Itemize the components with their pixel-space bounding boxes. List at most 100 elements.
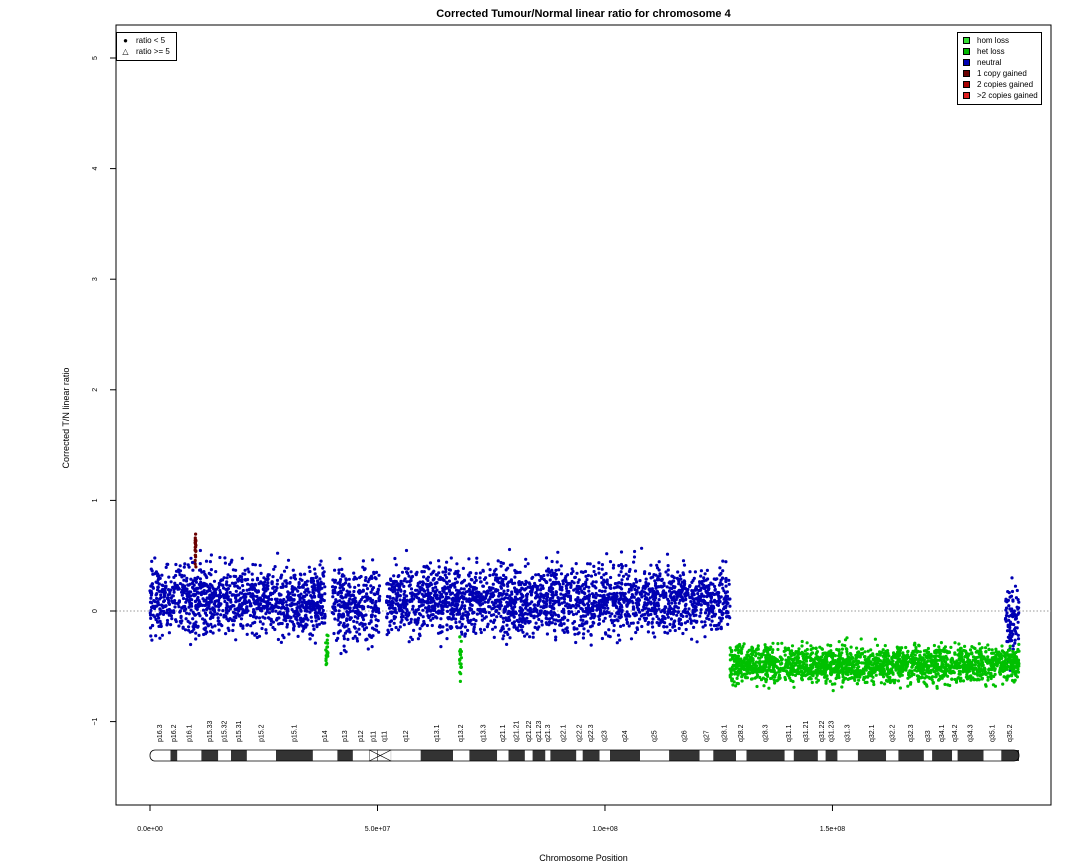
data-point	[445, 576, 449, 580]
data-point	[541, 584, 545, 588]
data-point	[212, 579, 217, 583]
data-point	[481, 598, 485, 602]
data-point	[528, 635, 532, 639]
data-point	[416, 607, 420, 612]
data-point	[218, 591, 223, 595]
data-point	[540, 623, 544, 627]
data-point	[291, 590, 295, 594]
data-point	[325, 645, 329, 649]
data-point	[226, 609, 231, 613]
data-point	[718, 573, 722, 577]
data-point	[342, 574, 346, 578]
data-point	[204, 574, 208, 578]
data-point	[684, 627, 688, 632]
data-point	[410, 637, 414, 642]
data-point	[313, 607, 317, 611]
data-point	[617, 564, 621, 568]
data-point	[855, 682, 860, 686]
data-point	[224, 614, 228, 619]
data-point	[623, 583, 628, 587]
data-point	[677, 579, 681, 584]
data-point	[716, 627, 720, 631]
data-point	[721, 569, 725, 573]
data-point	[557, 568, 561, 572]
data-point	[481, 584, 485, 588]
data-point	[486, 562, 490, 566]
data-point	[232, 574, 236, 578]
data-point	[590, 582, 594, 586]
data-point	[560, 609, 564, 614]
data-point	[493, 598, 498, 603]
data-point	[285, 595, 289, 599]
data-point	[227, 598, 231, 602]
data-point	[184, 617, 188, 621]
data-point	[583, 595, 587, 599]
data-point	[404, 616, 408, 621]
data-point	[431, 616, 435, 621]
data-point	[209, 553, 213, 557]
data-point	[565, 583, 570, 587]
data-point	[398, 625, 402, 629]
data-point	[1017, 600, 1021, 604]
data-point	[601, 606, 606, 610]
data-point	[352, 619, 356, 624]
data-point	[574, 602, 578, 607]
data-point	[516, 570, 520, 575]
data-point	[519, 599, 523, 603]
data-point	[702, 576, 706, 580]
data-point	[459, 662, 463, 666]
data-point	[435, 593, 439, 598]
data-point	[428, 600, 432, 605]
data-point	[618, 638, 622, 642]
data-point	[372, 606, 376, 610]
data-point	[297, 593, 301, 598]
data-point	[211, 631, 215, 635]
data-point	[521, 630, 525, 634]
data-point	[717, 596, 721, 600]
data-point	[194, 637, 198, 641]
data-point	[211, 615, 215, 620]
data-point	[524, 580, 529, 584]
data-point	[703, 623, 707, 627]
data-point	[274, 602, 278, 606]
data-point	[683, 608, 687, 612]
data-point	[565, 626, 569, 630]
data-point	[494, 608, 499, 613]
data-point	[447, 568, 451, 572]
data-point	[261, 622, 265, 626]
data-point	[415, 570, 419, 575]
data-point	[339, 591, 343, 595]
data-point	[769, 645, 773, 649]
data-point	[261, 587, 265, 592]
data-point	[500, 593, 504, 597]
data-point	[210, 625, 214, 629]
data-point	[517, 590, 521, 594]
data-point	[377, 611, 381, 615]
data-point	[530, 600, 534, 604]
data-point	[225, 617, 229, 621]
data-point	[650, 594, 655, 599]
data-point	[310, 619, 314, 623]
data-point	[722, 607, 726, 611]
data-point	[304, 613, 308, 617]
data-point	[369, 590, 373, 594]
data-point	[662, 609, 666, 613]
data-point	[421, 615, 425, 619]
data-point	[609, 583, 613, 587]
data-point	[427, 592, 431, 597]
data-point	[660, 577, 664, 582]
data-point	[509, 598, 514, 603]
data-point	[599, 575, 604, 580]
data-point	[410, 592, 414, 597]
data-point	[321, 573, 325, 577]
data-point	[184, 597, 189, 602]
data-point	[677, 601, 681, 605]
data-point	[551, 599, 555, 603]
data-point	[721, 586, 725, 590]
data-point	[228, 575, 232, 579]
data-point	[376, 592, 380, 596]
data-point	[444, 592, 448, 596]
data-point	[234, 596, 238, 600]
data-point	[584, 580, 588, 584]
data-point	[426, 578, 430, 583]
